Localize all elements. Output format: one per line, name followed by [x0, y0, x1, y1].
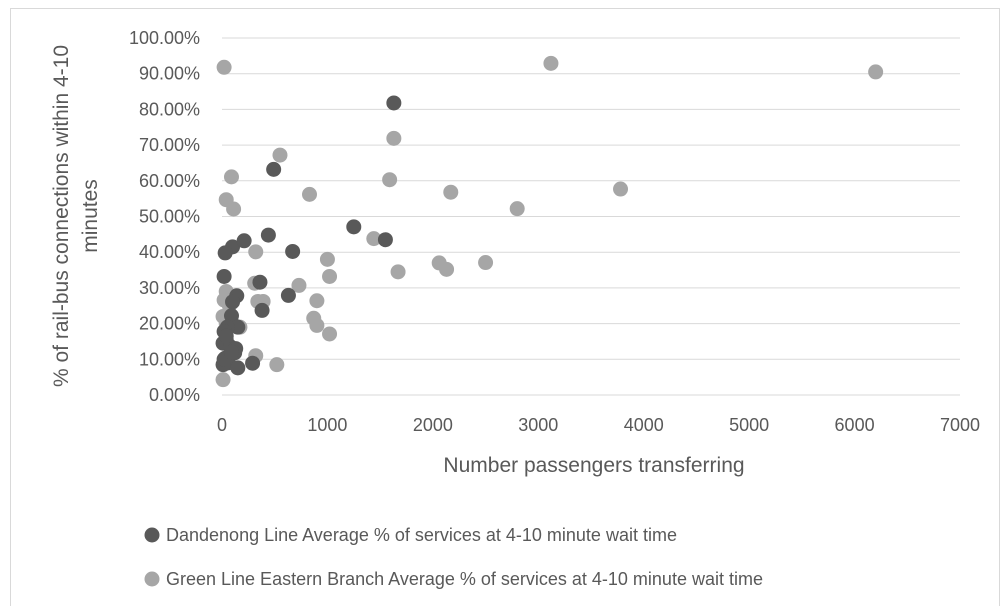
- y-tick-label: 30.00%: [139, 278, 200, 298]
- y-tick-label: 60.00%: [139, 171, 200, 191]
- data-point: [377, 232, 393, 248]
- y-tick-label: 50.00%: [139, 207, 200, 227]
- y-tick-label: 100.00%: [129, 28, 200, 48]
- data-point: [309, 317, 325, 333]
- y-axis-title: % of rail-bus connections within 4-10 min…: [50, 45, 102, 387]
- data-point: [386, 95, 402, 111]
- x-tick-label: 0: [217, 415, 227, 435]
- data-point: [230, 360, 246, 376]
- legend: Dandenong Line Average % of services at …: [144, 525, 763, 589]
- data-point: [382, 172, 398, 188]
- data-point: [216, 59, 232, 75]
- data-point: [245, 355, 261, 371]
- data-point: [302, 186, 318, 202]
- x-tick-label: 1000: [307, 415, 347, 435]
- y-tick-label: 20.00%: [139, 314, 200, 334]
- data-point: [226, 201, 242, 217]
- data-point: [613, 181, 629, 197]
- data-point: [252, 274, 268, 290]
- data-point: [280, 287, 296, 303]
- data-point: [254, 302, 270, 318]
- y-axis-title-line: minutes: [79, 179, 102, 253]
- legend-marker: [144, 571, 160, 587]
- data-point: [218, 328, 234, 344]
- data-point: [223, 169, 239, 185]
- x-tick-label: 3000: [518, 415, 558, 435]
- data-point: [272, 147, 288, 163]
- y-axis-title-line: % of rail-bus connections within 4-10: [50, 45, 73, 387]
- axes: 0.00% 10.00% 20.00% 30.00% 40.00% 50.00% 60.00…: [50, 28, 980, 477]
- x-tick-label: 7000: [940, 415, 980, 435]
- y-tick-label: 70.00%: [139, 135, 200, 155]
- y-tick-label: 90.00%: [139, 64, 200, 84]
- x-tick-label: 4000: [624, 415, 664, 435]
- y-tick-label: 0.00%: [149, 385, 200, 405]
- data-point: [223, 308, 239, 324]
- chart-frame: [10, 8, 1000, 606]
- data-points: [215, 55, 884, 388]
- data-point: [443, 184, 459, 200]
- data-point: [230, 319, 246, 335]
- legend-marker: [144, 527, 160, 543]
- data-point: [868, 64, 884, 80]
- x-tick-label: 6000: [835, 415, 875, 435]
- y-tick-label: 10.00%: [139, 349, 200, 369]
- data-point: [509, 201, 525, 217]
- data-point: [322, 326, 338, 342]
- data-point: [346, 219, 362, 235]
- data-point: [291, 277, 307, 293]
- x-axis-title: Number passengers transferring: [443, 454, 744, 477]
- data-point: [225, 294, 241, 310]
- y-tick-label: 80.00%: [139, 99, 200, 119]
- data-point: [322, 268, 338, 284]
- legend-label: Green Line Eastern Branch Average % of s…: [166, 569, 763, 589]
- x-tick-label: 2000: [413, 415, 453, 435]
- data-point: [215, 372, 231, 388]
- data-point: [390, 264, 406, 280]
- data-point: [319, 251, 335, 267]
- data-point: [285, 243, 301, 259]
- data-point: [366, 231, 382, 247]
- data-point: [236, 233, 252, 249]
- data-point: [223, 344, 239, 360]
- legend-label: Dandenong Line Average % of services at …: [166, 525, 677, 545]
- data-point: [309, 293, 325, 309]
- data-point: [439, 261, 455, 277]
- data-point: [478, 255, 494, 271]
- data-point: [386, 130, 402, 146]
- data-point: [543, 55, 559, 71]
- data-point: [269, 357, 285, 373]
- data-point: [260, 227, 276, 243]
- data-point: [248, 244, 264, 260]
- data-point: [216, 268, 232, 284]
- data-point: [217, 245, 233, 261]
- gridlines: [222, 37, 960, 396]
- data-point: [266, 161, 282, 177]
- y-tick-label: 40.00%: [139, 242, 200, 262]
- x-tick-label: 5000: [729, 415, 769, 435]
